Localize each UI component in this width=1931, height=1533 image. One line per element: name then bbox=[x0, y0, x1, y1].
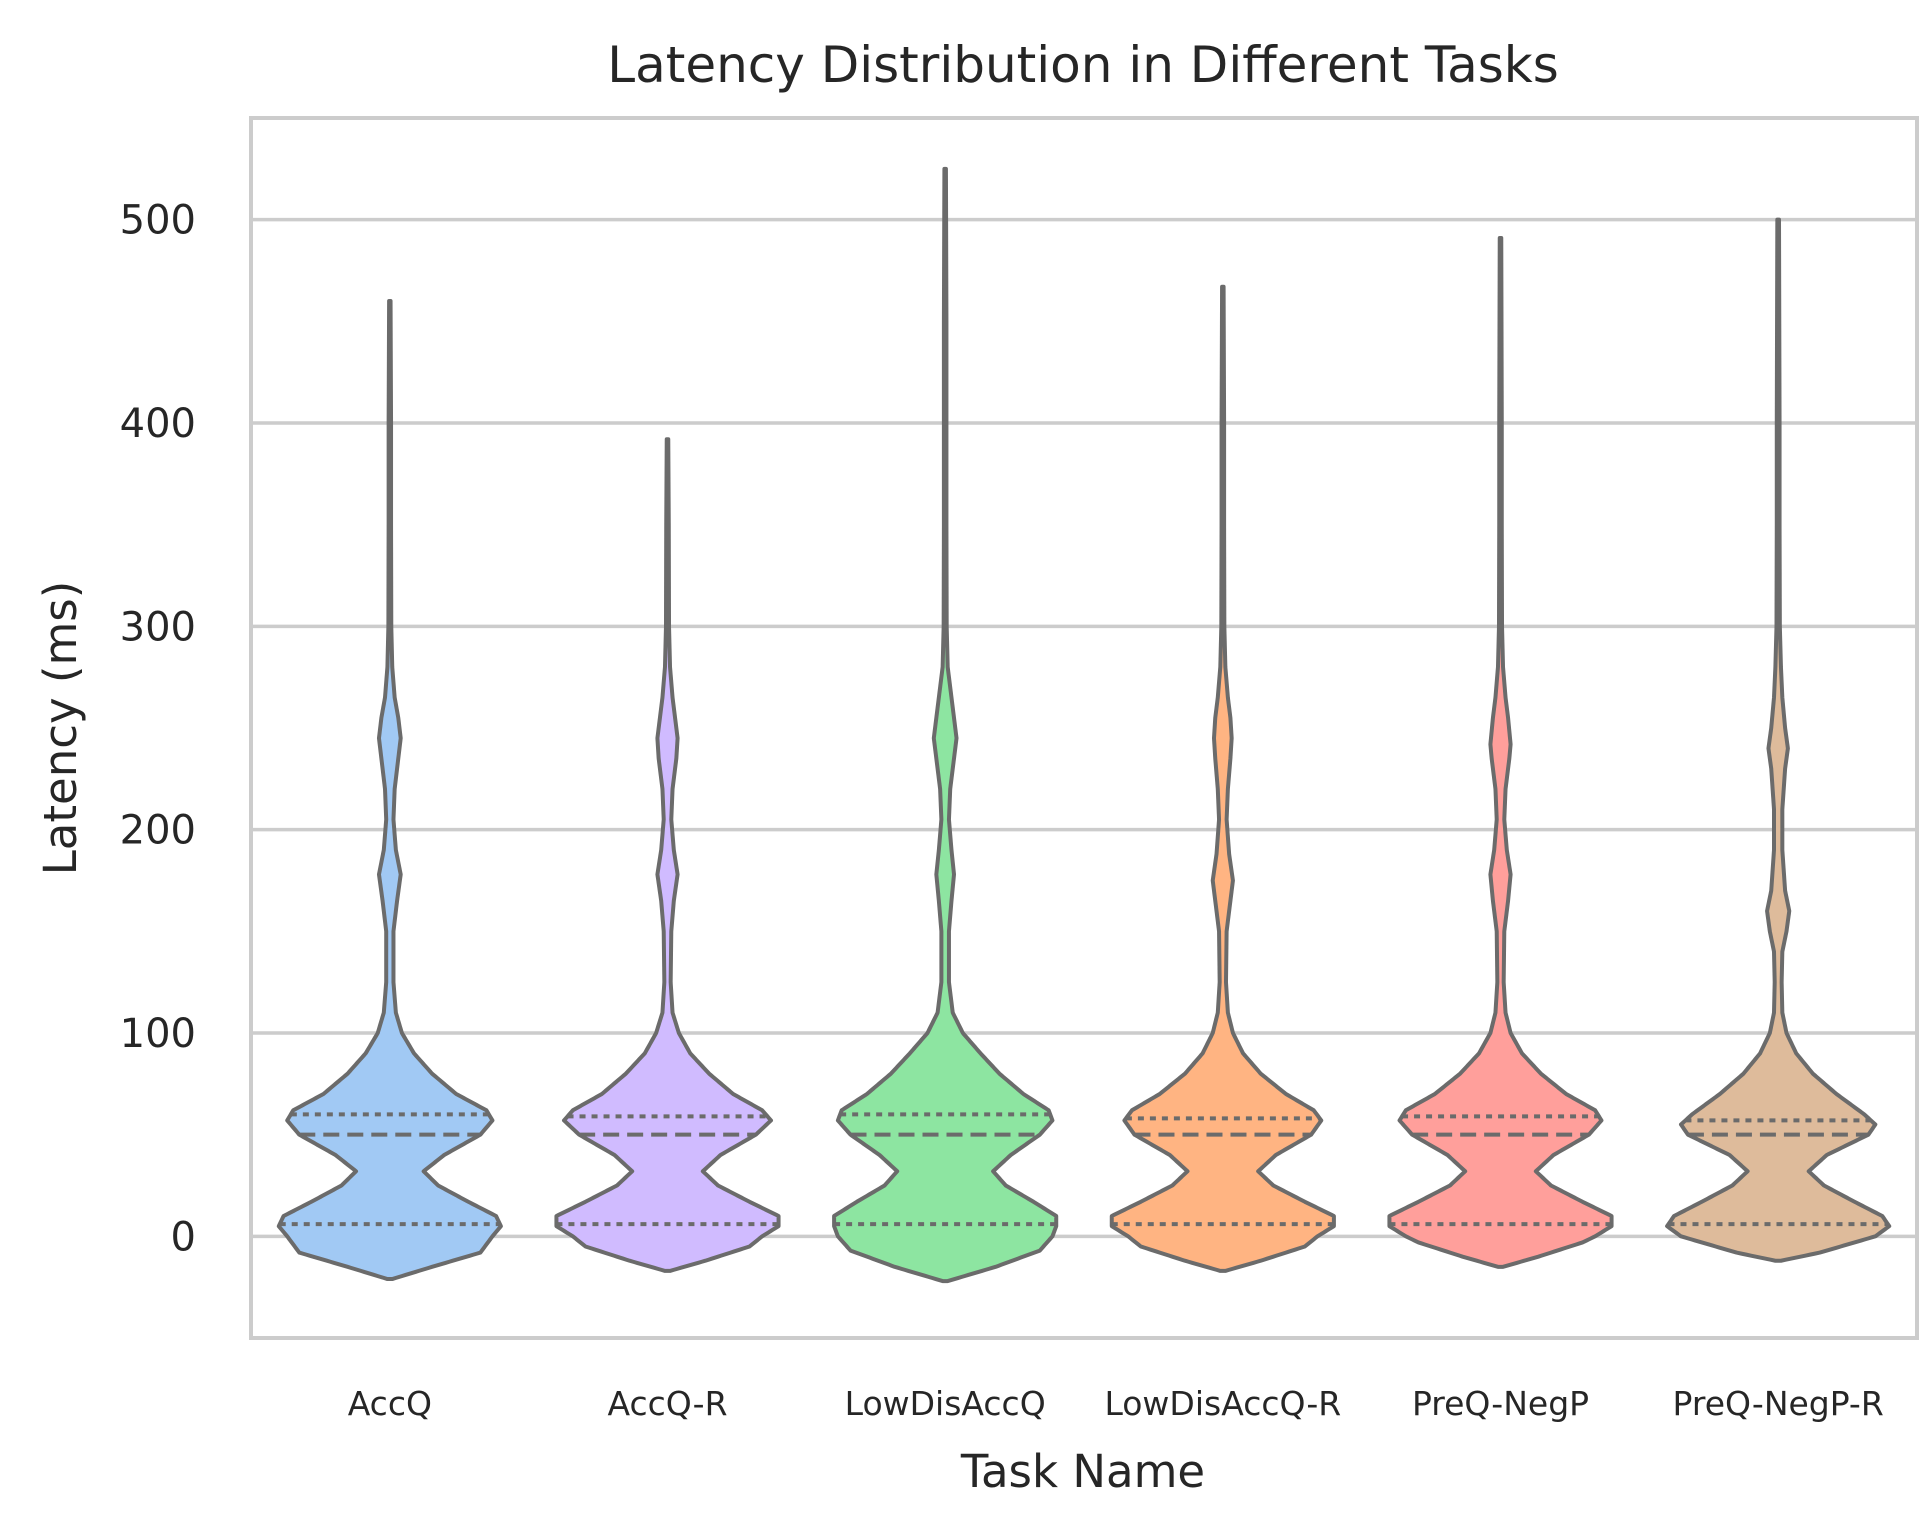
x-tick-label: AccQ bbox=[348, 1384, 432, 1423]
y-tick-label: 0 bbox=[171, 1214, 196, 1260]
violin-accq bbox=[276, 299, 503, 1282]
y-tick-label: 100 bbox=[120, 1011, 196, 1057]
y-tick-label: 500 bbox=[120, 198, 196, 244]
violin-lowdisaccq-r bbox=[1109, 284, 1336, 1273]
plot-frame bbox=[249, 116, 1919, 1340]
y-tick-labels: 0 100 200 300 400 500 bbox=[120, 198, 196, 1261]
x-tick-label: AccQ-R bbox=[607, 1384, 727, 1423]
violin-preq-negp bbox=[1387, 235, 1614, 1269]
gridlines bbox=[251, 217, 1917, 1239]
y-tick-label: 400 bbox=[120, 401, 196, 447]
y-tick-label: 300 bbox=[120, 604, 196, 650]
x-tick-labels: AccQ AccQ-R LowDisAccQ LowDisAccQ-R PreQ-Neg… bbox=[348, 1384, 1884, 1423]
y-axis-label: Latency (ms) bbox=[34, 581, 87, 876]
x-tick-label: PreQ-NegP-R bbox=[1673, 1384, 1884, 1423]
chart-title: Latency Distribution in Different Tasks bbox=[607, 36, 1559, 94]
violins bbox=[276, 166, 1892, 1284]
violin-accq-r bbox=[554, 437, 781, 1273]
x-axis-label: Task Name bbox=[960, 1445, 1205, 1498]
x-tick-label: PreQ-NegP bbox=[1412, 1384, 1589, 1423]
violin-lowdisaccq bbox=[832, 166, 1059, 1284]
x-tick-label: LowDisAccQ bbox=[845, 1384, 1046, 1423]
x-tick-label: LowDisAccQ-R bbox=[1104, 1384, 1341, 1423]
y-tick-label: 200 bbox=[120, 808, 196, 854]
violin-preq-negp-r bbox=[1665, 217, 1892, 1263]
